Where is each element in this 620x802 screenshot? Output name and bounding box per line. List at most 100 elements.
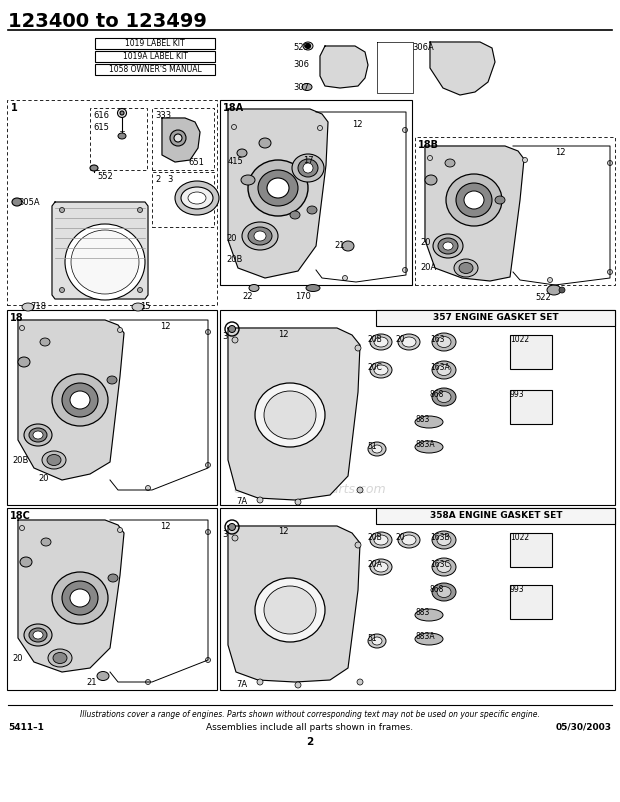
Text: 21: 21 [334,241,345,250]
Ellipse shape [446,174,502,226]
Text: 616: 616 [93,111,109,120]
Bar [220,508,615,690]
Text: 20: 20 [226,234,236,243]
Text: 868: 868 [430,390,445,399]
Ellipse shape [398,334,420,350]
Text: 20C: 20C [367,363,382,372]
Ellipse shape [97,671,109,681]
Circle shape [205,330,211,334]
Ellipse shape [175,181,219,215]
Ellipse shape [432,531,456,549]
Text: 170: 170 [295,292,311,301]
Text: 7A: 7A [236,497,247,506]
Bar [152,172,214,227]
Ellipse shape [415,441,443,453]
Text: 2: 2 [306,737,314,747]
Ellipse shape [303,42,313,50]
Circle shape [60,287,64,293]
Text: 20: 20 [38,474,48,483]
Text: 5411–1: 5411–1 [8,723,44,732]
Circle shape [232,535,238,541]
Text: Assemblies include all parts shown in frames.: Assemblies include all parts shown in fr… [206,723,414,732]
Ellipse shape [372,637,382,645]
Ellipse shape [118,133,126,139]
Text: 51: 51 [367,442,376,451]
Ellipse shape [303,163,313,173]
Ellipse shape [132,303,144,311]
Text: 18: 18 [10,313,24,323]
Text: 415: 415 [228,157,244,166]
Text: 552: 552 [97,172,113,181]
Circle shape [118,108,126,118]
Ellipse shape [454,259,478,277]
Ellipse shape [290,211,300,219]
Circle shape [19,525,25,530]
Text: 718: 718 [30,302,46,311]
Bar [7,508,217,690]
Text: 20: 20 [395,533,405,542]
Text: 2: 2 [155,175,160,184]
Text: 358A ENGINE GASKET SET: 358A ENGINE GASKET SET [430,512,562,520]
Ellipse shape [237,149,247,157]
Text: 163B: 163B [430,533,450,542]
Ellipse shape [18,357,30,367]
Circle shape [205,463,211,468]
Text: 12: 12 [352,120,363,129]
Bar [376,310,615,326]
Ellipse shape [41,538,51,546]
Ellipse shape [415,416,443,428]
Ellipse shape [62,383,98,417]
Text: 15: 15 [140,302,151,311]
Text: 1: 1 [11,103,18,113]
Text: 20: 20 [420,238,430,247]
Text: 883A: 883A [415,440,435,449]
Polygon shape [228,328,360,500]
Text: 993: 993 [510,390,525,399]
Ellipse shape [53,653,67,663]
Circle shape [428,156,433,160]
Polygon shape [430,42,495,95]
Text: 883: 883 [415,415,430,424]
Ellipse shape [433,234,463,258]
Ellipse shape [12,198,22,206]
Circle shape [608,160,613,165]
Ellipse shape [370,334,392,350]
Circle shape [170,130,186,146]
Ellipse shape [22,303,34,311]
Ellipse shape [370,362,392,378]
Text: 333: 333 [155,111,171,120]
Bar [220,100,412,285]
Ellipse shape [437,534,451,545]
Circle shape [174,134,182,142]
Ellipse shape [342,241,354,251]
Text: 51: 51 [367,634,376,643]
Ellipse shape [52,572,108,624]
Ellipse shape [437,391,451,403]
Circle shape [19,326,25,330]
Circle shape [232,337,238,343]
Ellipse shape [52,374,108,426]
Circle shape [60,208,64,213]
Ellipse shape [432,361,456,379]
Text: 883: 883 [415,608,430,617]
Text: 20: 20 [12,654,22,663]
Text: 12: 12 [160,522,171,531]
Bar [7,100,217,305]
Ellipse shape [438,238,458,254]
Ellipse shape [402,535,416,545]
Circle shape [146,485,151,491]
Polygon shape [162,118,200,162]
Text: 651: 651 [188,158,204,167]
Text: 22: 22 [242,292,252,301]
Text: 993: 993 [510,585,525,594]
Circle shape [257,497,263,503]
Circle shape [317,125,322,131]
Text: 05/30/2003: 05/30/2003 [556,723,612,732]
Bar [415,137,615,285]
Polygon shape [18,320,124,480]
Text: 12: 12 [278,330,288,339]
Ellipse shape [415,609,443,621]
Text: 20B: 20B [367,533,382,542]
Ellipse shape [306,285,320,291]
Ellipse shape [259,138,271,148]
